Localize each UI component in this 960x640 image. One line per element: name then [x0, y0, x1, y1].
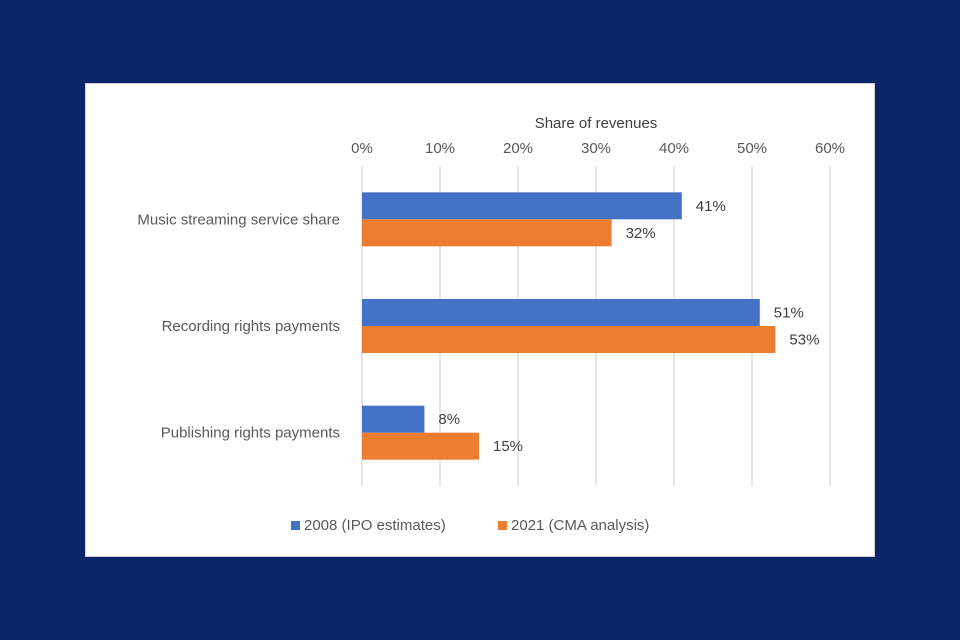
- category-label: Publishing rights payments: [161, 425, 340, 442]
- data-label: 53%: [789, 332, 819, 349]
- legend-label: 2008 (IPO estimates): [304, 517, 446, 534]
- tick-label: 40%: [659, 140, 689, 157]
- legend-label: 2021 (CMA analysis): [511, 517, 649, 534]
- data-label: 15%: [493, 438, 523, 455]
- legend: 2008 (IPO estimates) 2021 (CMA analysis): [291, 517, 649, 534]
- data-label: 8%: [438, 411, 460, 428]
- bar: [362, 405, 425, 433]
- legend-swatch: [291, 521, 300, 530]
- tick-label: 0%: [351, 140, 373, 157]
- tick-label: 30%: [581, 140, 611, 157]
- legend-swatch: [498, 521, 507, 530]
- value-axis-ticks: 0% 10% 20% 30% 40% 50% 60%: [351, 140, 845, 157]
- bar: [362, 192, 682, 220]
- data-label: 32%: [626, 225, 656, 242]
- tick-label: 60%: [815, 140, 845, 157]
- category-label: Music streaming service share: [137, 211, 340, 228]
- bar: [362, 326, 776, 353]
- data-label: 51%: [774, 305, 804, 322]
- tick-label: 10%: [425, 140, 455, 157]
- data-labels: 41% 32% 51% 53% 8% 15%: [438, 198, 819, 455]
- bar: [362, 432, 479, 460]
- tick-label: 50%: [737, 140, 767, 157]
- tick-label: 20%: [503, 140, 533, 157]
- bar: [362, 219, 612, 247]
- bar: [362, 299, 760, 326]
- category-label: Recording rights payments: [162, 318, 340, 335]
- value-axis-title: Share of revenues: [535, 115, 658, 132]
- category-labels: Music streaming service share Recording r…: [137, 211, 340, 441]
- data-label: 41%: [696, 198, 726, 215]
- bars: [362, 192, 776, 460]
